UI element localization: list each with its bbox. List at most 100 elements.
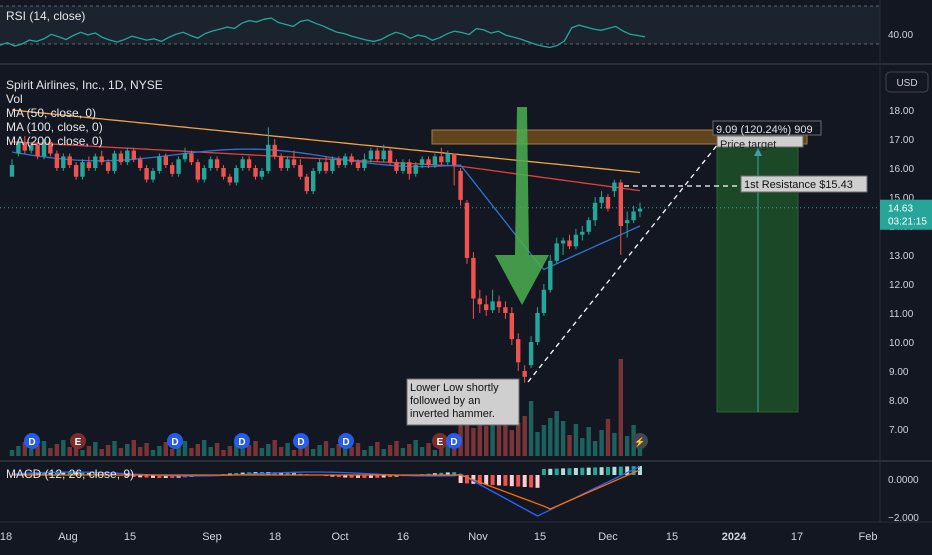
macd-legend[interactable]: MACD (12, 26, close, 9): [6, 467, 134, 481]
candle-body: [273, 145, 277, 157]
volume-bar: [253, 441, 257, 456]
volume-bar: [292, 450, 296, 456]
candle-body: [125, 151, 129, 163]
candle-body: [465, 203, 469, 258]
resistance-label-text: 1st Resistance $15.43: [744, 179, 853, 191]
macd-axis-tick: −2.000: [888, 513, 919, 524]
macd-bar: [497, 475, 501, 485]
symbol-title: Spirit Airlines, Inc., 1D, NYSE: [6, 78, 163, 92]
countdown-value: 03:21:15: [888, 217, 927, 228]
main-legend[interactable]: Spirit Airlines, Inc., 1D, NYSE Vol MA (…: [6, 78, 163, 148]
volume-bar: [311, 449, 315, 456]
volume-bar: [593, 441, 597, 456]
volume-bar: [510, 430, 514, 456]
volume-bar: [68, 447, 72, 456]
volume-bar: [80, 450, 84, 456]
volume-bars: [10, 359, 642, 456]
candle-body: [260, 171, 264, 177]
candle-body: [523, 371, 527, 377]
volume-bar: [523, 416, 527, 456]
candle-body: [535, 313, 539, 342]
ma100-label: MA (100, close, 0): [6, 120, 163, 134]
time-axis-label: Sep: [202, 531, 222, 543]
lightning-glyph: ⚡: [634, 436, 645, 448]
volume-bar: [599, 430, 603, 456]
time-axis-label: Dec: [598, 531, 618, 543]
candle-body: [132, 151, 136, 160]
volume-bar: [375, 442, 379, 456]
macd-bar: [587, 468, 591, 475]
volume-bar: [16, 446, 20, 456]
volume-bar: [324, 441, 328, 456]
candle-body: [625, 220, 629, 223]
rsi-legend[interactable]: RSI (14, close): [6, 9, 85, 23]
volume-bar: [382, 449, 386, 456]
volume-bar: [48, 448, 52, 456]
volume-bar: [414, 440, 418, 456]
volume-bar: [55, 444, 59, 456]
candle-body: [567, 241, 571, 247]
volume-bar: [317, 445, 321, 456]
candle-body: [343, 156, 347, 165]
candle-body: [490, 301, 494, 310]
volume-bar: [484, 426, 488, 456]
candle-body: [87, 162, 91, 168]
time-axis-label: Nov: [468, 531, 488, 543]
candle-body: [420, 159, 424, 165]
macd-bar: [612, 467, 616, 475]
candle-body: [497, 301, 501, 307]
candle-body: [317, 162, 321, 171]
candle-body: [452, 154, 456, 166]
candle-body: [61, 156, 65, 168]
macd-axis-tick: 0.0000: [888, 475, 919, 486]
candle-body: [593, 203, 597, 220]
candle-body: [394, 162, 398, 171]
candle-body: [324, 162, 328, 171]
volume-bar: [330, 448, 334, 456]
candle-body: [10, 165, 14, 177]
volume-bar: [189, 448, 193, 456]
event-marker-label: D: [238, 437, 245, 448]
volume-bar: [587, 427, 591, 456]
candle-body: [548, 261, 552, 290]
candle-body: [606, 197, 610, 209]
volume-bar: [151, 450, 155, 456]
candle-body: [349, 156, 353, 162]
time-axis-label: Feb: [859, 531, 878, 543]
candle-body: [305, 177, 309, 192]
macd-bar: [484, 475, 488, 485]
event-marker-label: D: [342, 437, 349, 448]
candle-body: [221, 168, 225, 177]
candle-body: [138, 159, 142, 168]
event-marker-label: D: [450, 437, 457, 448]
price-axis-tick: 12.00: [889, 280, 914, 291]
time-axis-label: 18: [0, 531, 12, 543]
volume-bar: [452, 449, 456, 456]
candle-body: [503, 307, 507, 313]
volume-bar: [144, 443, 148, 456]
volume-bar: [106, 445, 110, 456]
ma200-label: MA (200, close, 0): [6, 134, 163, 148]
price-axis-tick: 13.00: [889, 251, 914, 262]
volume-bar: [93, 442, 97, 456]
candle-body: [439, 156, 443, 162]
volume-bar: [567, 435, 571, 456]
volume-bar: [100, 449, 104, 456]
volume-bar: [10, 450, 14, 456]
candle-body: [542, 290, 546, 313]
candle-body: [587, 220, 591, 232]
macd-bar: [548, 469, 552, 475]
volume-bar: [394, 441, 398, 456]
volume-bar: [157, 446, 161, 456]
candle-body: [362, 159, 366, 168]
macd-bar: [555, 469, 559, 475]
macd-bar: [516, 475, 520, 487]
volume-bar: [61, 440, 65, 456]
macd-bar: [536, 475, 540, 488]
volume-bar: [561, 421, 565, 456]
volume-bar: [555, 411, 559, 456]
volume-bar: [529, 401, 533, 456]
candle-body: [151, 171, 155, 180]
macd-bar: [542, 469, 546, 475]
